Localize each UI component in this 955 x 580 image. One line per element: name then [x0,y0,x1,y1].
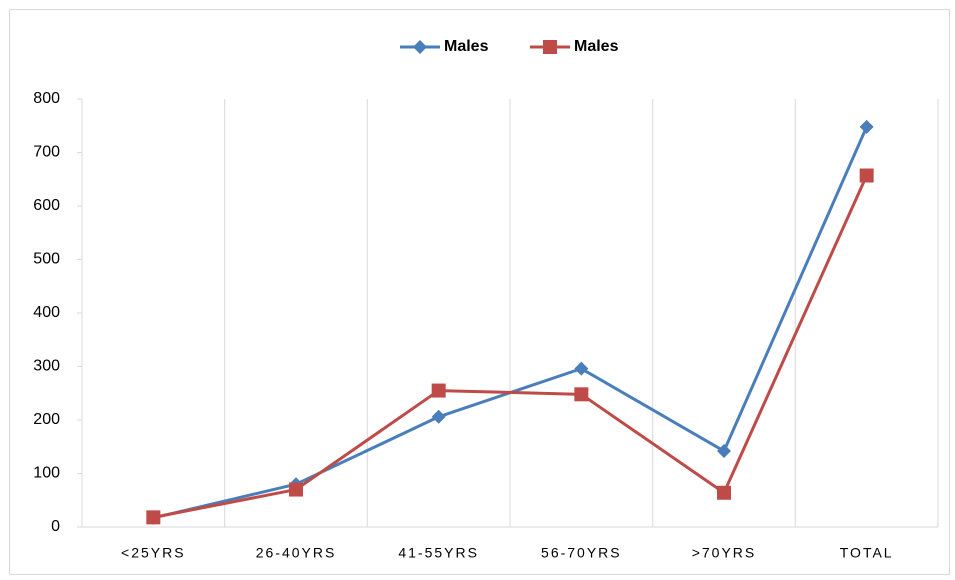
data-point [574,387,589,402]
chart-border [9,9,950,575]
y-tick-label: 100 [33,465,60,482]
y-tick-label: 600 [33,197,60,214]
legend-label: Males [574,38,619,55]
data-point [859,168,874,183]
x-tick-label: >70YRS [692,545,757,561]
data-point [717,444,731,459]
data-point [431,383,446,398]
data-point [431,409,446,424]
x-tick-label: TOTAL [840,545,894,561]
x-tick-label: 56-70YRS [541,545,622,561]
data-point [717,485,731,500]
legend-label: Males [444,38,489,55]
x-tick-label: <25YRS [121,545,186,561]
x-tick-label: 41-55YRS [398,545,479,561]
data-point [574,361,589,376]
legend-marker [413,40,427,54]
y-tick-label: 400 [33,304,60,321]
y-tick-label: 500 [33,251,60,268]
x-tick-label: 26-40YRS [256,545,337,561]
data-point [859,119,874,134]
y-tick-label: 200 [33,411,60,428]
y-tick-label: 300 [33,358,60,375]
data-point [146,510,161,525]
y-tick-label: 700 [33,144,60,161]
data-point [289,482,303,497]
legend-marker [543,40,557,54]
y-tick-label: 800 [33,90,60,107]
series-line [153,174,869,519]
y-tick-label: 0 [51,518,60,535]
